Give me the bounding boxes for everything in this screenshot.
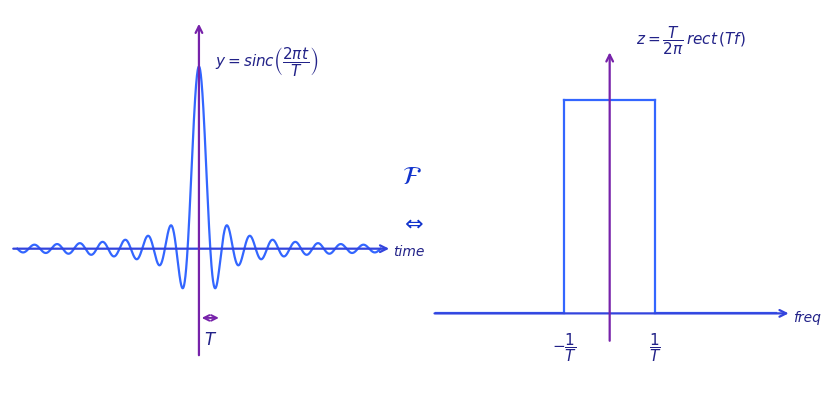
Text: $T$: $T$	[203, 331, 217, 348]
Text: $y = sinc\left(\dfrac{2\pi t}{T}\right)$: $y = sinc\left(\dfrac{2\pi t}{T}\right)$	[215, 45, 318, 78]
Text: $\Leftrightarrow$: $\Leftrightarrow$	[399, 214, 424, 234]
Text: $z = \dfrac{T}{2\pi}\,rect\,(Tf)$: $z = \dfrac{T}{2\pi}\,rect\,(Tf)$	[636, 24, 746, 57]
Text: time: time	[393, 246, 425, 259]
Text: $-\dfrac{1}{T}$: $-\dfrac{1}{T}$	[551, 331, 577, 364]
Text: $\dfrac{1}{T}$: $\dfrac{1}{T}$	[649, 331, 661, 364]
Text: freq: freq	[793, 311, 821, 326]
Text: $\mathcal{F}$: $\mathcal{F}$	[402, 165, 421, 188]
